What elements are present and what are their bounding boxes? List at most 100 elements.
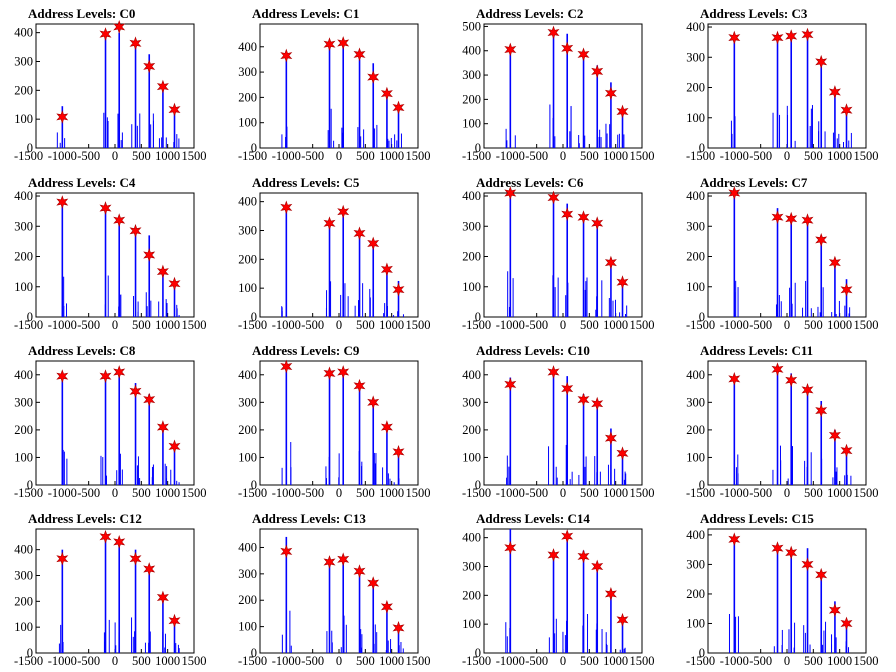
peak-marker-star bbox=[577, 210, 590, 225]
y-tick-label: 400 bbox=[238, 368, 257, 382]
x-tick-label: 0 bbox=[560, 318, 566, 332]
plot-frame bbox=[35, 360, 195, 486]
x-tick-label: -1000 bbox=[720, 149, 749, 163]
peak-marker-star bbox=[828, 428, 841, 443]
peak-marker-star bbox=[828, 255, 841, 270]
peak-marker-star bbox=[129, 223, 142, 238]
peak-marker-star bbox=[392, 444, 405, 459]
x-tick-label: 0 bbox=[560, 149, 566, 163]
x-tick-label: 1000 bbox=[379, 654, 404, 668]
x-tick-label: -1000 bbox=[720, 318, 749, 332]
peak-marker-star bbox=[604, 255, 617, 270]
y-tick-label: 200 bbox=[14, 594, 33, 608]
x-tick-label: -1500 bbox=[14, 654, 43, 668]
x-tick-label: -1000 bbox=[496, 486, 525, 500]
peak-marker-star bbox=[280, 544, 293, 559]
peak-marker-star bbox=[785, 545, 798, 560]
peak-marker-star bbox=[591, 64, 604, 79]
y-tick-label: 0 bbox=[699, 310, 705, 324]
y-tick-label: 100 bbox=[686, 111, 705, 125]
y-tick-label: 100 bbox=[462, 617, 481, 631]
x-tick-label: 1500 bbox=[182, 318, 207, 332]
peak-marker-star bbox=[337, 365, 350, 379]
x-tick-label: 500 bbox=[132, 318, 151, 332]
x-tick-label: 0 bbox=[336, 149, 342, 163]
x-tick-label: -1000 bbox=[272, 654, 301, 668]
panel-title: Address Levels: C13 bbox=[252, 511, 366, 526]
peak-marker-star bbox=[561, 207, 574, 222]
x-tick-label: 1000 bbox=[155, 654, 180, 668]
x-tick-label: 0 bbox=[784, 149, 790, 163]
y-tick-label: 400 bbox=[462, 189, 481, 203]
x-tick-label: 500 bbox=[580, 654, 599, 668]
y-tick-label: 300 bbox=[14, 54, 33, 68]
peak-marker-star bbox=[113, 19, 126, 34]
y-tick-label: 100 bbox=[238, 450, 257, 464]
x-tick-label: -1000 bbox=[48, 486, 77, 500]
y-tick-label: 400 bbox=[462, 44, 481, 58]
y-tick-label: 400 bbox=[238, 195, 257, 209]
y-tick-label: 400 bbox=[14, 26, 33, 40]
histogram-panel-c1: Address Levels: C1 0 100 200 300 400 -1500 -100… bbox=[238, 6, 431, 163]
y-tick-label: 200 bbox=[686, 250, 705, 264]
y-tick-label: 0 bbox=[475, 141, 481, 155]
peak-marker-star bbox=[56, 551, 69, 566]
y-tick-label: 300 bbox=[14, 219, 33, 233]
x-tick-label: 500 bbox=[356, 318, 375, 332]
y-tick-label: 0 bbox=[699, 141, 705, 155]
peak-marker-star bbox=[323, 37, 336, 52]
histogram-panel-c2: Address Levels: C20100200300400500-1500-… bbox=[462, 6, 655, 163]
y-tick-label: 100 bbox=[238, 620, 257, 634]
x-tick-label: 0 bbox=[784, 486, 790, 500]
x-tick-label: -500 bbox=[749, 318, 772, 332]
x-tick-label: 500 bbox=[356, 654, 375, 668]
x-tick-label: 1000 bbox=[155, 149, 180, 163]
plot-frame bbox=[707, 528, 867, 654]
x-tick-label: -500 bbox=[301, 318, 324, 332]
panel-title: Address Levels: C5 bbox=[252, 175, 360, 190]
peak-marker-star bbox=[815, 567, 828, 582]
peak-marker-star bbox=[113, 213, 126, 228]
x-tick-label: -1000 bbox=[496, 318, 525, 332]
y-tick-label: 400 bbox=[686, 368, 705, 382]
x-tick-label: 1000 bbox=[603, 654, 628, 668]
y-tick-label: 400 bbox=[462, 368, 481, 382]
x-tick-label: 0 bbox=[560, 486, 566, 500]
peak-marker-star bbox=[815, 403, 828, 418]
x-tick-label: -1500 bbox=[686, 149, 715, 163]
peak-marker-star bbox=[156, 79, 169, 94]
y-tick-label: 300 bbox=[238, 567, 257, 581]
peak-marker-star bbox=[591, 559, 604, 574]
y-tick-label: 100 bbox=[462, 280, 481, 294]
y-tick-label: 400 bbox=[14, 543, 33, 557]
peak-marker-star bbox=[323, 366, 336, 381]
y-tick-label: 200 bbox=[686, 81, 705, 95]
peak-marker-star bbox=[392, 282, 405, 297]
x-tick-label: 1500 bbox=[630, 486, 655, 500]
histogram-panel-c14: Address Levels: C14 0 100 200 300 400 -1500 -10… bbox=[462, 511, 655, 668]
x-tick-label: -1000 bbox=[48, 318, 77, 332]
x-tick-label: 1500 bbox=[630, 654, 655, 668]
x-tick-label: 0 bbox=[784, 654, 790, 668]
plot-frame bbox=[483, 23, 643, 149]
peak-marker-star bbox=[504, 540, 517, 555]
peak-marker-star bbox=[547, 365, 560, 379]
x-tick-label: 1500 bbox=[630, 149, 655, 163]
y-tick-label: 400 bbox=[686, 189, 705, 203]
peak-marker-star bbox=[168, 276, 181, 291]
x-tick-label: 1000 bbox=[379, 318, 404, 332]
y-tick-label: 400 bbox=[14, 189, 33, 203]
x-tick-label: 1000 bbox=[603, 486, 628, 500]
panel-title: Address Levels: C0 bbox=[28, 6, 135, 21]
x-tick-label: 1500 bbox=[630, 318, 655, 332]
x-tick-label: 500 bbox=[804, 318, 823, 332]
peak-marker-star bbox=[392, 620, 405, 635]
y-tick-label: 200 bbox=[462, 250, 481, 264]
peak-marker-star bbox=[380, 420, 393, 435]
peak-marker-star bbox=[840, 103, 853, 118]
y-tick-label: 100 bbox=[14, 620, 33, 634]
peak-marker-star bbox=[771, 362, 784, 377]
peak-marker-star bbox=[143, 562, 156, 576]
peak-marker-star bbox=[56, 109, 69, 124]
peak-marker-star bbox=[323, 216, 336, 231]
